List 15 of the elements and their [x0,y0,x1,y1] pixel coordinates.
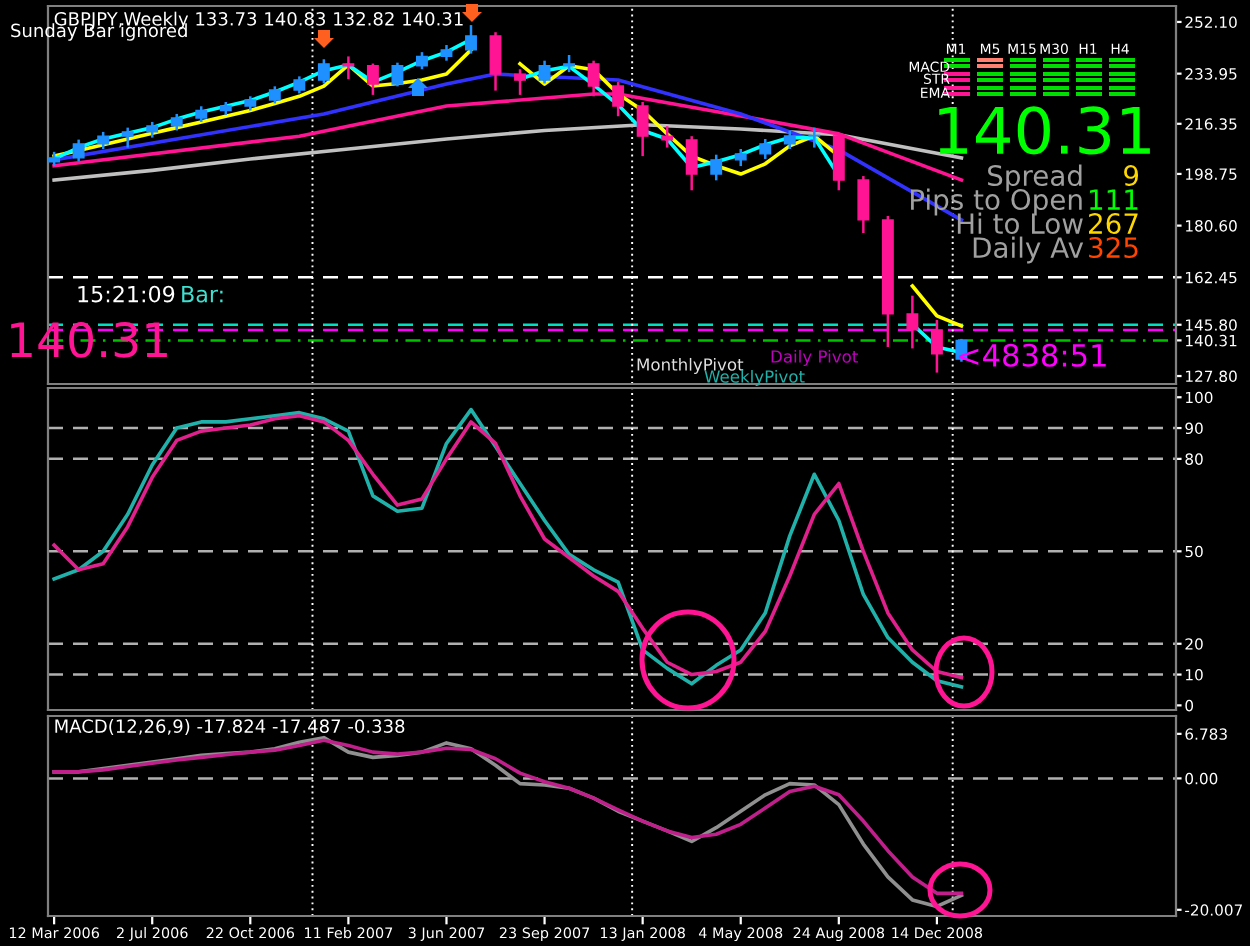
annotation: 15:21:09 [78,285,175,303]
annotation: 325 [1089,237,1138,259]
chart-title: MACD(12,26,9) -17.824 -17.487 -0.338 [55,719,405,736]
annotation: 140.31 [11,321,167,358]
annotation: Daily Av [973,236,1084,264]
annotation: Spread [988,164,1082,192]
annotation: 267 [1089,213,1138,235]
annotation: MonthlyPivot [637,357,744,375]
annotation: 9 [1124,165,1139,187]
annotation: 111 [1090,189,1138,210]
annotation: WeeklyPivot [704,369,805,387]
annotation: 140.31 [939,106,1150,155]
annotation: Hi to Low [957,212,1083,235]
annotation: Bar: [182,285,223,303]
annotation: Daily Pivot [771,349,858,367]
